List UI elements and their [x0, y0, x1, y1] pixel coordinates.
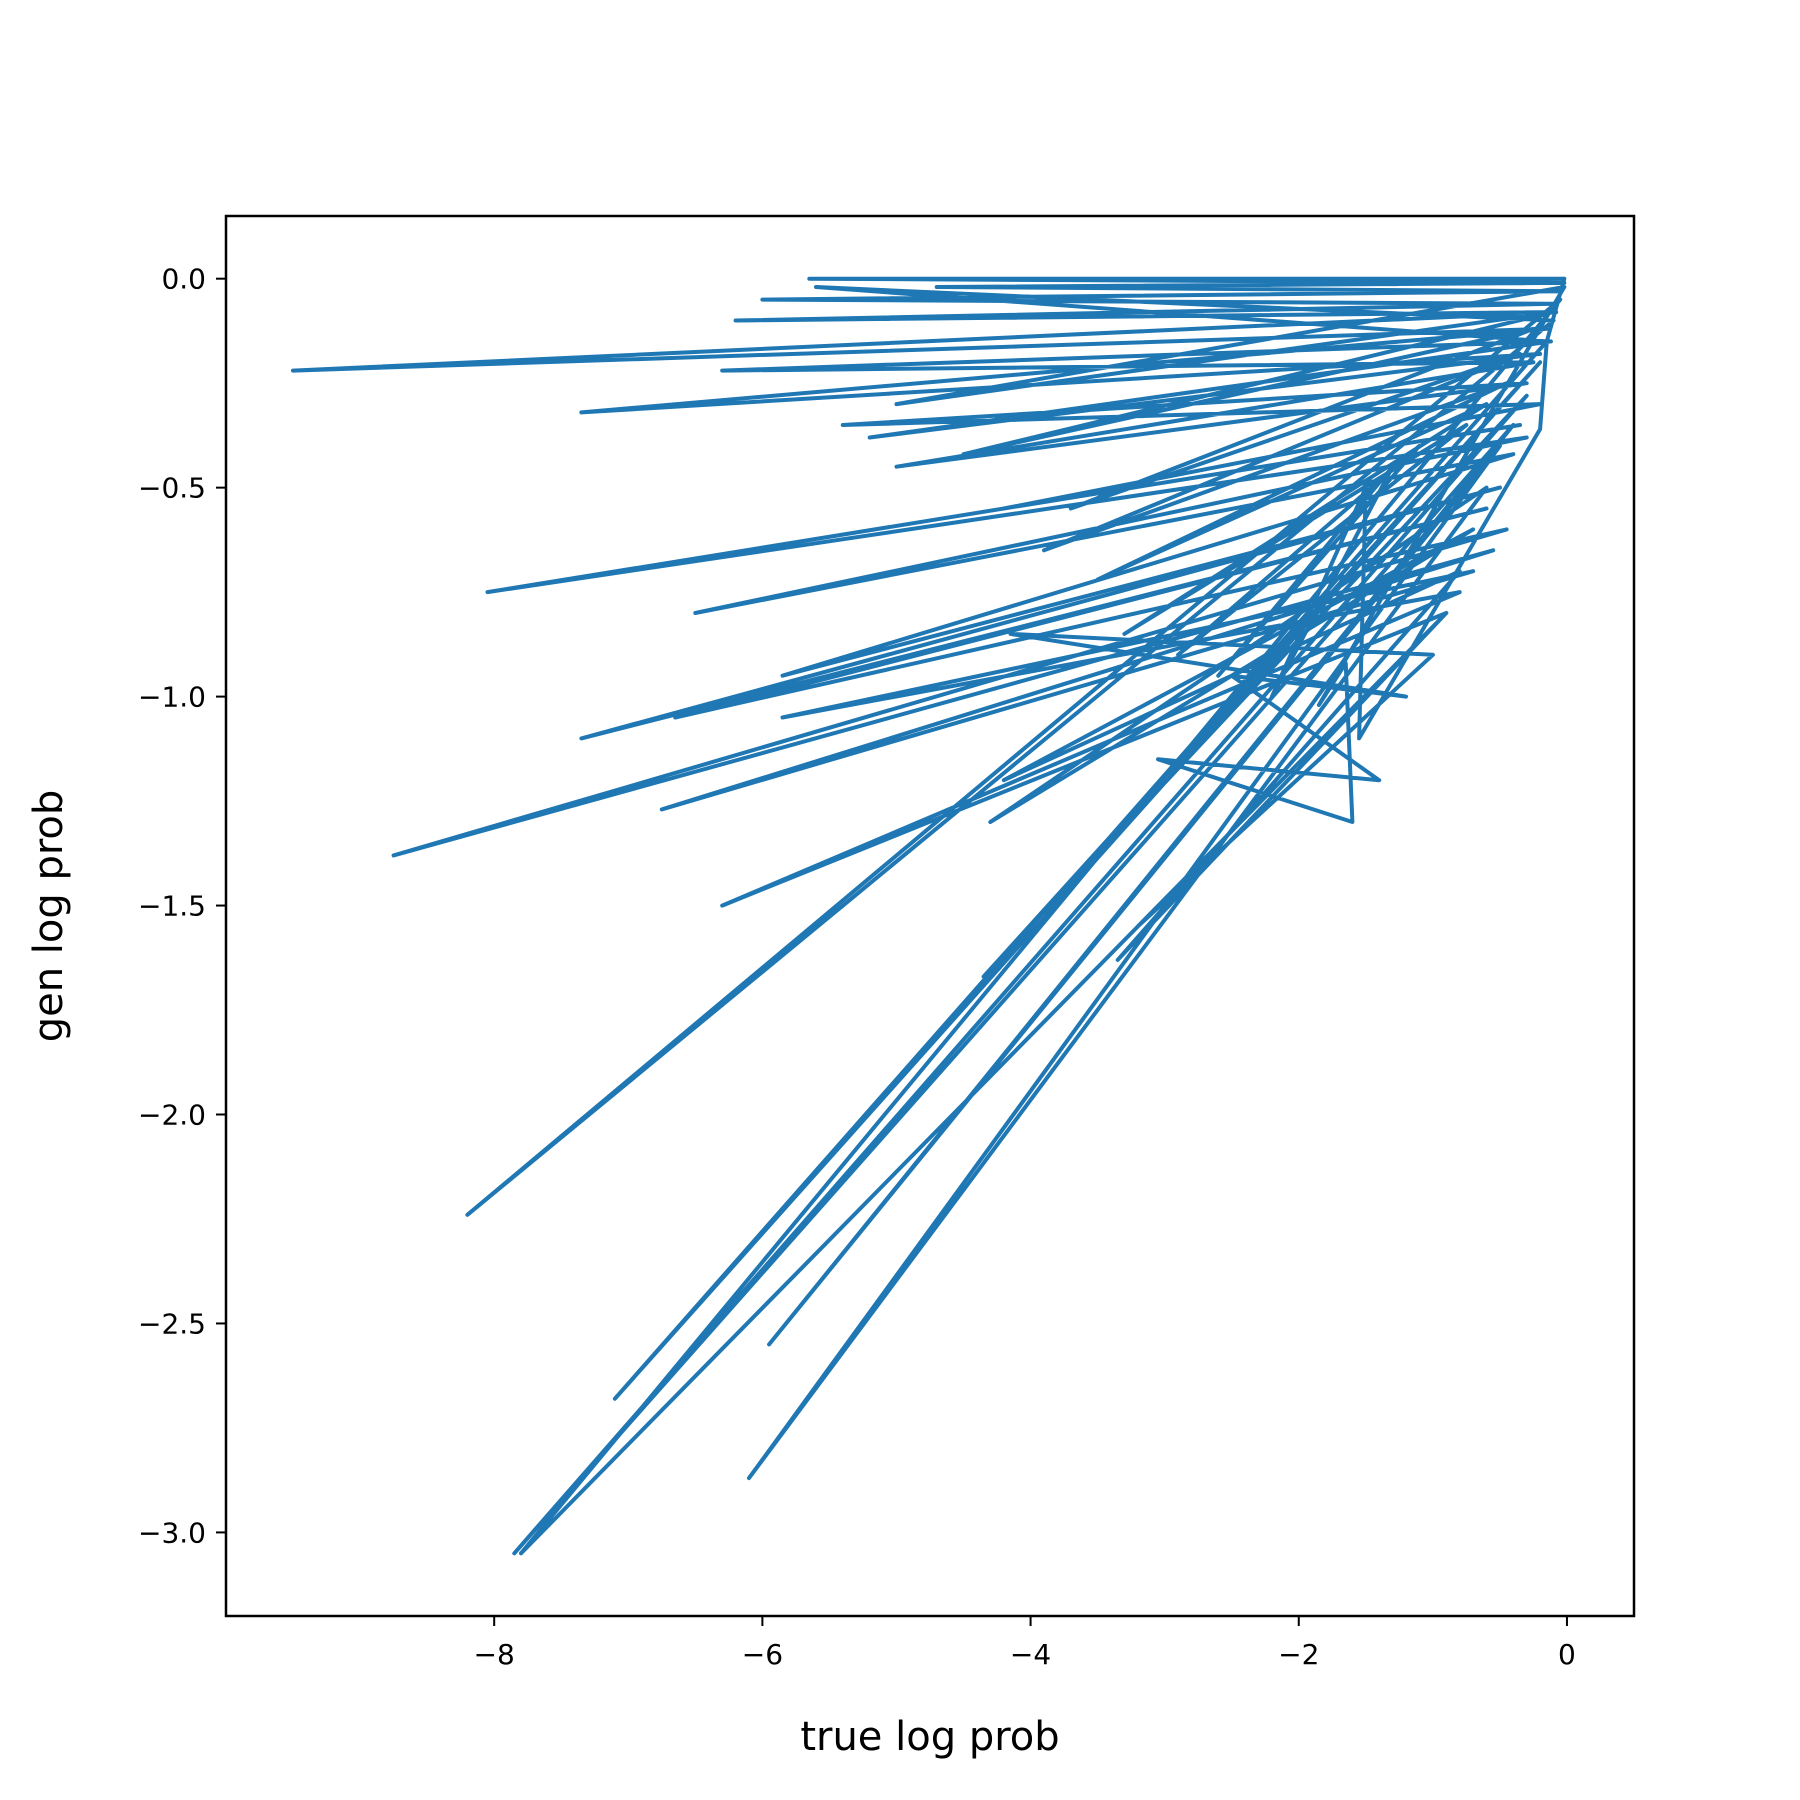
plot-frame: [224, 214, 1636, 1618]
x-tick-label: −8: [474, 1638, 515, 1671]
x-tick-label: −4: [1010, 1638, 1051, 1671]
x-tick-label: −6: [742, 1638, 783, 1671]
y-tick-label: −2.5: [138, 1307, 206, 1340]
y-tick-label: −3.0: [138, 1516, 206, 1549]
y-tick-label: 0.0: [161, 263, 206, 296]
series-line-0: [291, 276, 1567, 1556]
x-tick-label: 0: [1558, 1638, 1576, 1671]
x-axis-label: true log prob: [800, 1714, 1059, 1760]
x-axis: −8 −6 −4 −2 0: [474, 1616, 1576, 1671]
y-tick-label: −0.5: [138, 472, 206, 505]
x-tick-label: −2: [1278, 1638, 1319, 1671]
y-tick-label: −2.0: [138, 1099, 206, 1132]
y-axis-label: gen log prob: [26, 790, 72, 1043]
y-axis: 0.0 −0.5 −1.0 −1.5 −2.0 −2.5 −3.0: [138, 263, 226, 1549]
data-layer: [291, 276, 1567, 1556]
y-tick-label: −1.0: [138, 681, 206, 714]
y-tick-label: −1.5: [138, 890, 206, 923]
